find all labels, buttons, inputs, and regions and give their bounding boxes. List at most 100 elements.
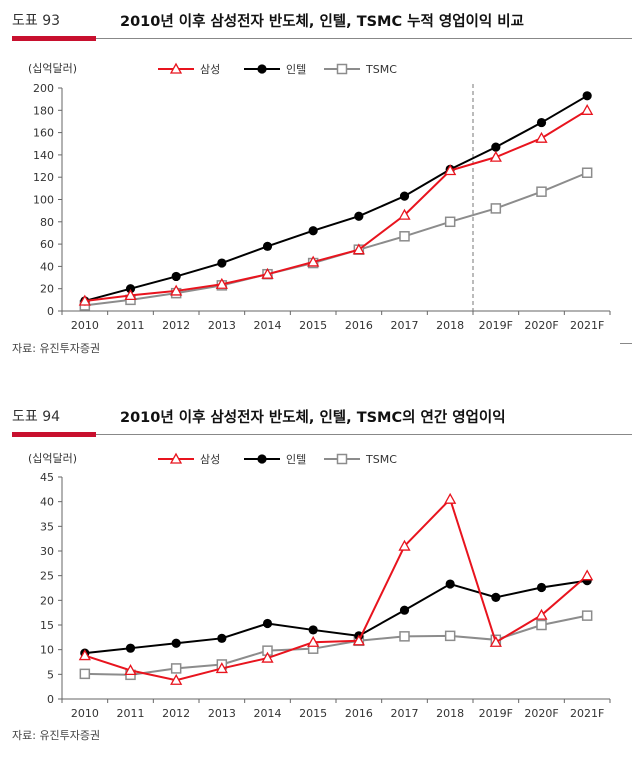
cumulative-profit-chart: (십억달러) 삼성 인텔 TSMC 0 20 40 60 80 100 120 140 160 180 20… bbox=[28, 62, 611, 332]
legend-marker bbox=[169, 452, 183, 464]
data-point-삼성 bbox=[352, 634, 365, 646]
x-tick-label: 2011 bbox=[117, 319, 145, 332]
data-point-삼성 bbox=[307, 255, 320, 267]
data-point-인텔 bbox=[171, 271, 181, 282]
x-tick-label: 2013 bbox=[208, 319, 236, 332]
figure-label: 도표 93 bbox=[12, 13, 61, 29]
figure-header: 도표 94 2010년 이후 삼성전자 반도체, 인텔, TSMC의 연간 영업… bbox=[0, 404, 640, 437]
data-point-인텔 bbox=[399, 605, 410, 615]
data-point-삼성 bbox=[307, 635, 320, 647]
data-point-TSMC bbox=[490, 203, 502, 214]
x-tick-label: 2021F bbox=[570, 707, 604, 720]
data-point-인텔 bbox=[262, 618, 273, 629]
data-point-삼성 bbox=[398, 539, 411, 551]
source-note: 자료: 유진투자증권 bbox=[12, 342, 101, 355]
series-line-인텔 bbox=[84, 94, 588, 302]
data-point-삼성 bbox=[261, 651, 274, 663]
data-point-삼성 bbox=[124, 289, 137, 301]
data-point-인텔 bbox=[308, 625, 318, 635]
y-tick-label: 20 bbox=[40, 594, 54, 607]
data-point-삼성 bbox=[124, 664, 137, 676]
data-point-삼성 bbox=[78, 294, 91, 306]
data-point-TSMC bbox=[170, 663, 182, 674]
x-tick-label: 2011 bbox=[117, 707, 145, 720]
x-tick-label: 2018 bbox=[436, 319, 464, 332]
y-tick-label: 45 bbox=[40, 471, 54, 484]
y-tick-label: 25 bbox=[40, 570, 54, 583]
y-tick-label: 5 bbox=[47, 668, 54, 681]
x-tick-label: 2012 bbox=[162, 319, 190, 332]
y-tick-label: 0 bbox=[47, 305, 54, 318]
y-tick-label: 180 bbox=[33, 104, 54, 117]
header-accent-bar bbox=[12, 36, 96, 41]
y-tick-label: 0 bbox=[47, 693, 54, 706]
data-point-삼성 bbox=[489, 635, 502, 647]
data-point-인텔 bbox=[171, 638, 181, 648]
series-line-인텔 bbox=[84, 579, 588, 655]
x-tick-label: 2020F bbox=[524, 707, 558, 720]
data-point-인텔 bbox=[536, 117, 547, 128]
x-tick-label: 2021F bbox=[570, 319, 604, 332]
footer-divider bbox=[620, 343, 632, 344]
x-tick-label: 2013 bbox=[208, 707, 236, 720]
legend-label: 삼성 bbox=[200, 453, 220, 466]
header-divider bbox=[96, 38, 632, 39]
x-tick-label: 2016 bbox=[345, 707, 373, 720]
x-tick-label: 2012 bbox=[162, 707, 190, 720]
data-point-삼성 bbox=[489, 150, 502, 162]
data-point-삼성 bbox=[535, 608, 548, 620]
data-point-삼성 bbox=[261, 267, 274, 279]
x-tick-label: 2020F bbox=[524, 319, 558, 332]
data-point-삼성 bbox=[215, 662, 228, 674]
y-tick-label: 10 bbox=[40, 644, 54, 657]
legend-marker bbox=[169, 62, 183, 74]
series-line-삼성 bbox=[84, 497, 588, 682]
legend-marker bbox=[257, 454, 267, 464]
x-tick-label: 2018 bbox=[436, 707, 464, 720]
data-point-인텔 bbox=[308, 226, 318, 236]
y-tick-label: 60 bbox=[40, 238, 54, 251]
data-point-삼성 bbox=[581, 103, 594, 115]
data-point-인텔 bbox=[536, 582, 547, 593]
x-tick-label: 2010 bbox=[71, 319, 99, 332]
data-point-삼성 bbox=[170, 673, 183, 685]
legend-label: 인텔 bbox=[286, 453, 306, 466]
data-point-인텔 bbox=[399, 191, 410, 201]
data-point-삼성 bbox=[581, 569, 594, 581]
x-tick-label: 2014 bbox=[254, 707, 282, 720]
header-divider bbox=[96, 434, 632, 435]
y-tick-label: 30 bbox=[40, 545, 54, 558]
source-note: 자료: 유진투자증권 bbox=[12, 729, 101, 742]
legend-label: TSMC bbox=[365, 63, 397, 76]
x-tick-label: 2014 bbox=[254, 319, 282, 332]
data-point-인텔 bbox=[217, 633, 227, 643]
data-point-삼성 bbox=[444, 492, 457, 504]
data-point-인텔 bbox=[445, 579, 455, 589]
x-tick-label: 2015 bbox=[299, 707, 327, 720]
x-tick-label: 2017 bbox=[391, 319, 419, 332]
data-point-삼성 bbox=[170, 284, 183, 296]
series-line-삼성 bbox=[84, 109, 588, 302]
x-tick-label: 2019F bbox=[479, 707, 513, 720]
data-point-삼성 bbox=[535, 131, 548, 143]
data-point-TSMC bbox=[399, 631, 410, 642]
legend-label: 삼성 bbox=[200, 63, 220, 76]
figure-header: 도표 93 2010년 이후 삼성전자 반도체, 인텔, TSMC 누적 영업이… bbox=[0, 8, 640, 41]
y-tick-label: 100 bbox=[33, 194, 54, 207]
data-point-인텔 bbox=[354, 211, 364, 221]
data-point-삼성 bbox=[444, 164, 457, 176]
data-point-인텔 bbox=[582, 91, 592, 101]
y-tick-label: 140 bbox=[33, 149, 54, 162]
data-point-TSMC bbox=[536, 186, 547, 197]
figure-title: 2010년 이후 삼성전자 반도체, 인텔, TSMC의 연간 영업이익 bbox=[120, 410, 506, 426]
legend-label: 인텔 bbox=[286, 63, 306, 76]
y-tick-label: 15 bbox=[40, 619, 54, 632]
figure-label: 도표 94 bbox=[12, 409, 61, 425]
data-point-삼성 bbox=[398, 208, 411, 220]
y-tick-label: 160 bbox=[33, 127, 54, 140]
series-line-TSMC bbox=[84, 171, 588, 307]
data-point-인텔 bbox=[262, 241, 273, 251]
data-point-TSMC bbox=[581, 610, 593, 621]
legend-marker bbox=[257, 64, 267, 74]
data-point-인텔 bbox=[125, 643, 136, 653]
